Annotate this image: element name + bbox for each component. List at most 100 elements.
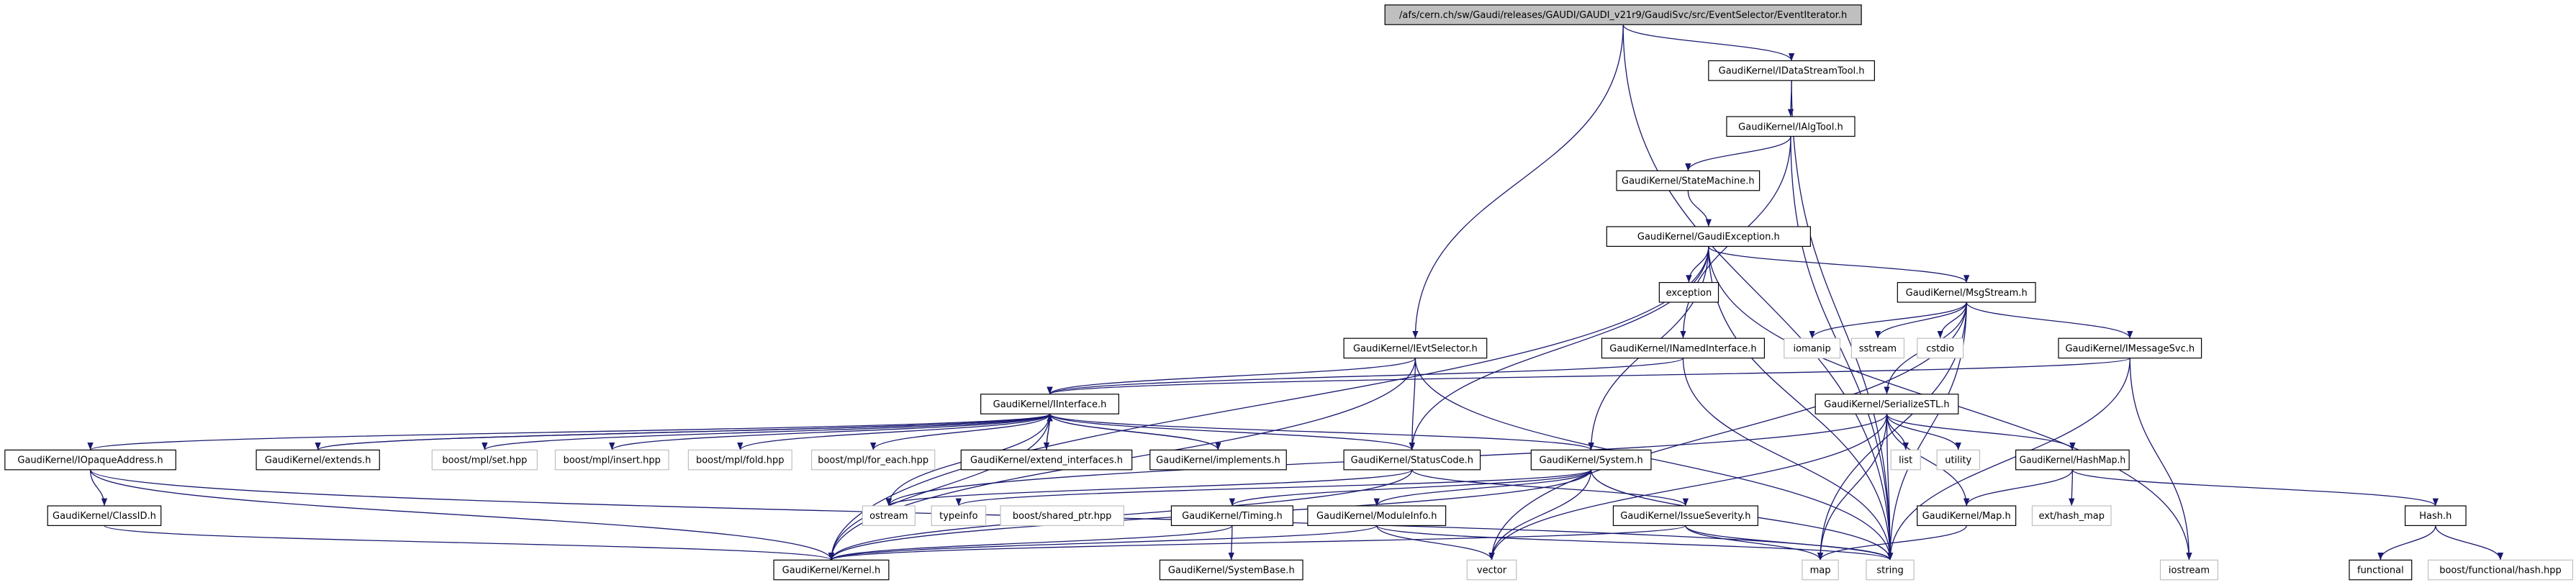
edge bbox=[1047, 358, 1416, 395]
edge bbox=[1376, 525, 1495, 561]
node-box bbox=[2349, 559, 2413, 581]
node-label: GaudiKernel/SerializeSTL.h bbox=[1824, 399, 1949, 410]
node-label: boost/shared_ptr.hpp bbox=[1013, 511, 1112, 522]
edge bbox=[1685, 525, 1894, 561]
edge bbox=[1046, 414, 1053, 450]
edge bbox=[885, 469, 1413, 507]
edge bbox=[1685, 136, 1791, 171]
node-label: GaudiKernel/ClassID.h bbox=[53, 511, 156, 522]
edge bbox=[1886, 358, 2130, 561]
node-label: ostream bbox=[869, 511, 908, 522]
edge bbox=[1809, 301, 1967, 339]
node-label: boost/mpl/set.hpp bbox=[442, 455, 527, 466]
edge bbox=[1886, 414, 1894, 561]
edge bbox=[1708, 246, 1970, 283]
edges bbox=[87, 24, 2504, 561]
node-box bbox=[1606, 226, 1811, 247]
node-label: ext/hash_map bbox=[2038, 511, 2105, 522]
node-label: boost/mpl/fold.hpp bbox=[696, 455, 785, 466]
edge bbox=[1708, 246, 1894, 561]
node-label: iomanip bbox=[1793, 343, 1830, 354]
node-box bbox=[1343, 449, 1481, 471]
edge bbox=[828, 525, 1233, 561]
node-box bbox=[2058, 337, 2202, 359]
node-label: cstdio bbox=[1926, 343, 1954, 354]
edge bbox=[1686, 246, 1709, 283]
edge bbox=[87, 413, 1051, 450]
node-label: iostream bbox=[2169, 566, 2210, 576]
node-label: GaudiKernel/extends.h bbox=[265, 455, 371, 466]
edge bbox=[2435, 525, 2504, 561]
node-label: GaudiKernel/extend_interfaces.h bbox=[970, 455, 1123, 466]
node-box bbox=[2405, 505, 2467, 527]
edge bbox=[1886, 414, 1970, 507]
node-label: exception bbox=[1666, 288, 1712, 299]
node-box bbox=[554, 449, 669, 471]
node-box bbox=[931, 505, 987, 527]
node-label: GaudiKernel/Timing.h bbox=[1182, 511, 1283, 522]
node-label: GaudiKernel/INamedInterface.h bbox=[1609, 343, 1756, 354]
node-label: GaudiKernel/MsgStream.h bbox=[1906, 288, 2028, 299]
node-box bbox=[1343, 337, 1488, 359]
node-box bbox=[1917, 505, 2017, 527]
nodes: /afs/cern.ch/sw/Gaudi/releases/GAUDI/GAU… bbox=[4, 4, 2574, 581]
node-label: GaudiKernel/StatusCode.h bbox=[1351, 455, 1473, 466]
node-label: GaudiKernel/HashMap.h bbox=[2020, 455, 2125, 466]
node-label: boost/mpl/insert.hpp bbox=[564, 455, 661, 466]
edge bbox=[828, 525, 1378, 561]
node-box bbox=[1612, 505, 1758, 527]
node-box bbox=[2427, 559, 2574, 581]
node-label: GaudiKernel/IMessageSvc.h bbox=[2065, 343, 2195, 354]
edge bbox=[1682, 358, 1894, 561]
node-box bbox=[687, 449, 792, 471]
node-box bbox=[960, 449, 1133, 471]
edge bbox=[1411, 469, 1689, 507]
edge bbox=[1886, 413, 2076, 450]
node-label: GaudiKernel/IEvtSelector.h bbox=[1353, 343, 1478, 354]
node-box bbox=[980, 394, 1119, 414]
node-box bbox=[1726, 116, 1856, 137]
edge bbox=[2377, 525, 2436, 561]
edge bbox=[1049, 413, 1594, 450]
node-box bbox=[2015, 449, 2130, 471]
node-box bbox=[1601, 337, 1766, 359]
node-label: GaudiKernel/IOpaqueAddress.h bbox=[17, 455, 163, 466]
node-label: boost/functional/hash.hpp bbox=[2439, 566, 2562, 576]
node-label: GaudiKernel/ModuleInfo.h bbox=[1316, 511, 1437, 522]
node-box bbox=[773, 559, 890, 581]
node-box bbox=[1890, 449, 1921, 471]
node-box bbox=[256, 449, 380, 471]
edge bbox=[1049, 413, 1415, 450]
edge bbox=[1412, 24, 1624, 339]
node-label: GaudiKernel/IDataStreamTool.h bbox=[1719, 66, 1865, 77]
node-box bbox=[1936, 449, 1981, 471]
edge bbox=[1791, 80, 1894, 561]
edge bbox=[1874, 301, 1967, 339]
node-box bbox=[431, 449, 538, 471]
edge bbox=[1687, 190, 1712, 227]
node-box bbox=[1530, 449, 1652, 471]
node-label: GaudiKernel/Kernel.h bbox=[782, 566, 881, 576]
node-box bbox=[1307, 505, 1447, 527]
node-box bbox=[810, 449, 936, 471]
edge bbox=[1622, 24, 1894, 561]
node-label: GaudiKernel/implements.h bbox=[1156, 455, 1280, 466]
node-label: boost/mpl/for_each.hpp bbox=[818, 455, 928, 466]
edge bbox=[1886, 414, 1961, 450]
edge bbox=[1937, 301, 1967, 339]
edge bbox=[2129, 358, 2192, 561]
edge bbox=[609, 413, 1051, 450]
edge bbox=[1229, 469, 1592, 507]
edge bbox=[828, 246, 1709, 561]
edge bbox=[1228, 525, 1234, 561]
node-label: utility bbox=[1945, 455, 1971, 466]
node-label: GaudiKernel/System.h bbox=[1540, 455, 1643, 466]
node-label: GaudiKernel/GaudiException.h bbox=[1637, 232, 1780, 242]
node-label: GaudiKernel/IInterface.h bbox=[993, 399, 1107, 410]
edge bbox=[1414, 358, 1894, 561]
node-box bbox=[2031, 505, 2112, 527]
edge bbox=[1376, 525, 1893, 561]
node-label: map bbox=[1810, 566, 1831, 576]
edge bbox=[482, 413, 1051, 450]
